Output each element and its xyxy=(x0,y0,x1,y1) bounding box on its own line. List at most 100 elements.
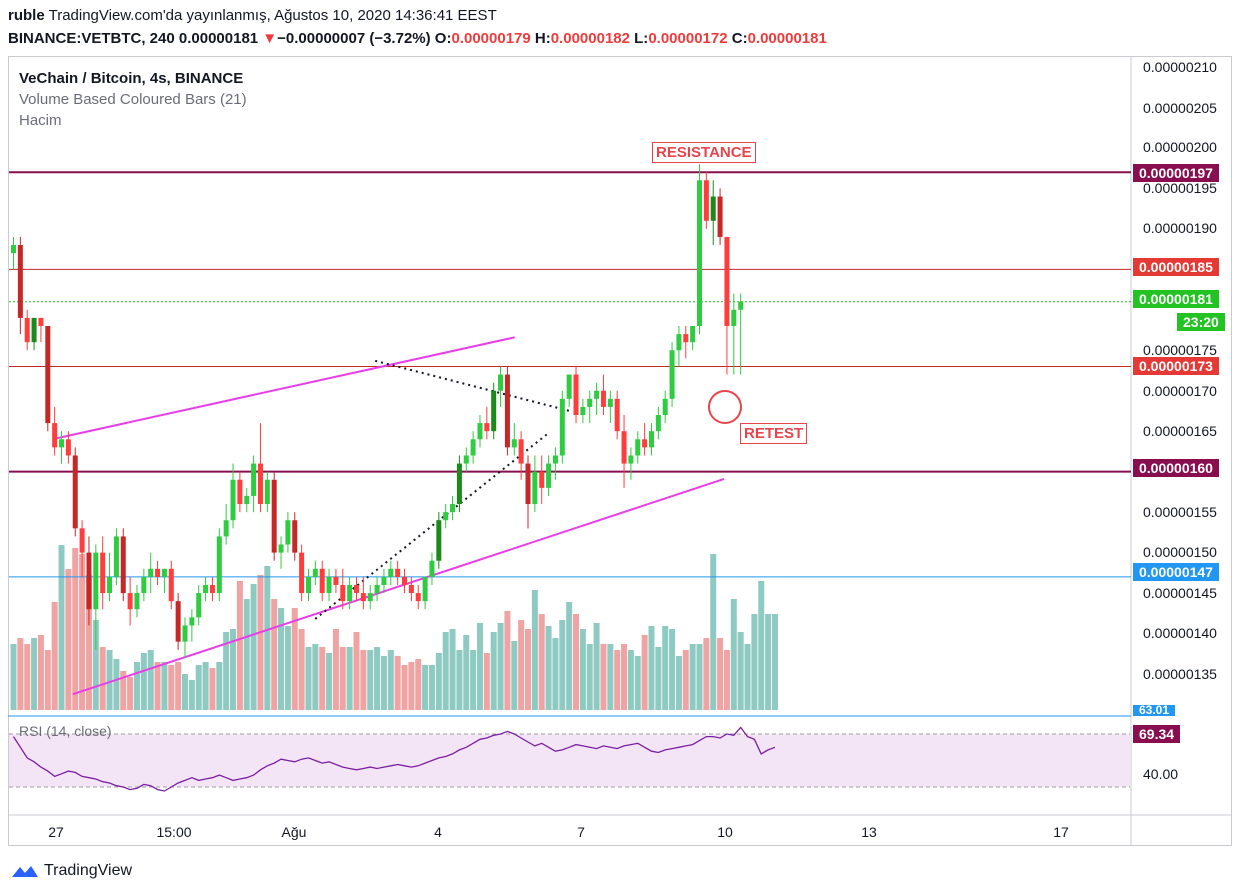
candle-body xyxy=(86,552,92,610)
candle-body xyxy=(635,439,641,456)
rsi-legend[interactable]: RSI (14, close) xyxy=(19,723,112,739)
volume-bar xyxy=(257,575,264,710)
volume-bar xyxy=(566,602,573,710)
resistance-annotation: RESISTANCE xyxy=(652,142,756,163)
volume-bar xyxy=(175,662,182,710)
x-tick: 4 xyxy=(434,824,442,840)
volume-bar xyxy=(216,662,223,710)
volume-bar xyxy=(113,659,120,710)
volume-bar xyxy=(744,644,751,710)
volume-bar xyxy=(545,626,552,710)
candle-body xyxy=(642,439,648,448)
y-tick: 0.00000205 xyxy=(1143,100,1217,116)
volume-bar xyxy=(339,647,346,710)
y-tick: 0.00000165 xyxy=(1143,423,1217,439)
candle-body xyxy=(230,479,236,521)
price-tag-147: 0.00000147 xyxy=(1133,563,1219,581)
candle-body xyxy=(539,471,545,488)
close-value: 0.00000181 xyxy=(747,30,827,47)
candle-body xyxy=(532,471,538,505)
open-label: O: xyxy=(434,30,452,47)
tradingview-logo[interactable]: TradingView xyxy=(10,862,132,880)
volume-bar xyxy=(271,599,278,710)
volume-bar xyxy=(223,632,230,710)
volume-bar xyxy=(428,665,435,710)
volume-bar xyxy=(312,644,319,710)
volume-bar xyxy=(380,656,387,710)
candle-body xyxy=(168,568,174,602)
volume-bar xyxy=(140,653,147,710)
candle-body xyxy=(107,576,113,594)
candle-body xyxy=(244,495,250,505)
y-tick: 0.00000195 xyxy=(1143,180,1217,196)
volume-bar xyxy=(17,638,24,710)
volume-bar xyxy=(737,632,744,710)
candle-body xyxy=(148,568,154,577)
price-tag-160: 0.00000160 xyxy=(1133,459,1219,477)
volume-bar xyxy=(92,620,99,710)
candle-body xyxy=(120,536,126,594)
candle-body xyxy=(31,317,37,343)
y-tick: 0.00000145 xyxy=(1143,585,1217,601)
y-tick: 0.00000200 xyxy=(1143,139,1217,155)
candle-body xyxy=(299,552,305,594)
legend-volume[interactable]: Hacim xyxy=(19,112,62,129)
candle-body xyxy=(717,196,723,237)
close-label: C: xyxy=(731,30,748,47)
candle-body xyxy=(209,584,215,594)
x-tick: 17 xyxy=(1053,824,1069,840)
publish-line: ruble TradingView.com'da yayınlanmış, Ağ… xyxy=(8,7,497,24)
candle-body xyxy=(676,334,682,351)
candle-body xyxy=(347,584,353,602)
candle-body xyxy=(690,325,696,343)
candle-body xyxy=(113,536,119,577)
trendline-upper-pink xyxy=(55,336,515,440)
candle-body xyxy=(443,512,449,521)
volume-bar xyxy=(504,611,511,710)
volume-bar xyxy=(236,581,243,710)
volume-bar xyxy=(511,641,518,710)
volume-bar xyxy=(209,668,216,710)
candle-body xyxy=(271,479,277,553)
candle-body xyxy=(134,593,140,610)
high-value: 0.00000182 xyxy=(550,30,630,47)
volume-bar xyxy=(387,650,394,710)
volume-bar xyxy=(120,671,127,710)
volume-bar xyxy=(401,665,408,710)
volume-bar xyxy=(717,638,724,710)
volume-bar xyxy=(202,662,209,710)
candle-body xyxy=(251,463,257,496)
candle-body xyxy=(65,439,71,456)
volume-bar xyxy=(765,614,772,710)
volume-bar xyxy=(758,581,765,710)
candle-body xyxy=(594,390,600,399)
rsi-line xyxy=(12,726,776,792)
volume-bar xyxy=(291,608,298,710)
volume-bar xyxy=(771,614,778,710)
volume-bar xyxy=(442,632,449,710)
x-tick: 7 xyxy=(577,824,585,840)
candle-body xyxy=(319,568,325,594)
candle-body xyxy=(360,593,366,602)
last-price-tag: 0.00000181 xyxy=(1133,290,1219,308)
candle-body xyxy=(127,593,133,610)
y-tick: 0.00000150 xyxy=(1143,544,1217,560)
candle-body xyxy=(292,520,298,553)
volume-bar xyxy=(264,566,271,710)
volume-bar xyxy=(696,644,703,710)
chart-frame xyxy=(8,56,1232,846)
high-label: H: xyxy=(534,30,551,47)
legend-indicator[interactable]: Volume Based Coloured Bars (21) xyxy=(19,91,247,108)
trendline-dotted-upper xyxy=(374,359,571,412)
candle-body xyxy=(724,236,730,326)
candle-body xyxy=(312,568,318,577)
candle-body xyxy=(59,439,65,448)
volume-bar xyxy=(518,620,525,710)
volume-bar xyxy=(621,644,628,710)
candle-body xyxy=(477,423,483,440)
trendline-lower-pink xyxy=(72,478,725,696)
volume-bar xyxy=(689,644,696,710)
legend-title[interactable]: VeChain / Bitcoin, 4s, BINANCE xyxy=(19,70,244,87)
candle-body xyxy=(655,415,661,432)
